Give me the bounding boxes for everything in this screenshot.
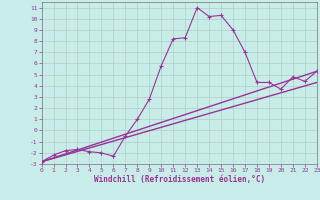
X-axis label: Windchill (Refroidissement éolien,°C): Windchill (Refroidissement éolien,°C)	[94, 175, 265, 184]
